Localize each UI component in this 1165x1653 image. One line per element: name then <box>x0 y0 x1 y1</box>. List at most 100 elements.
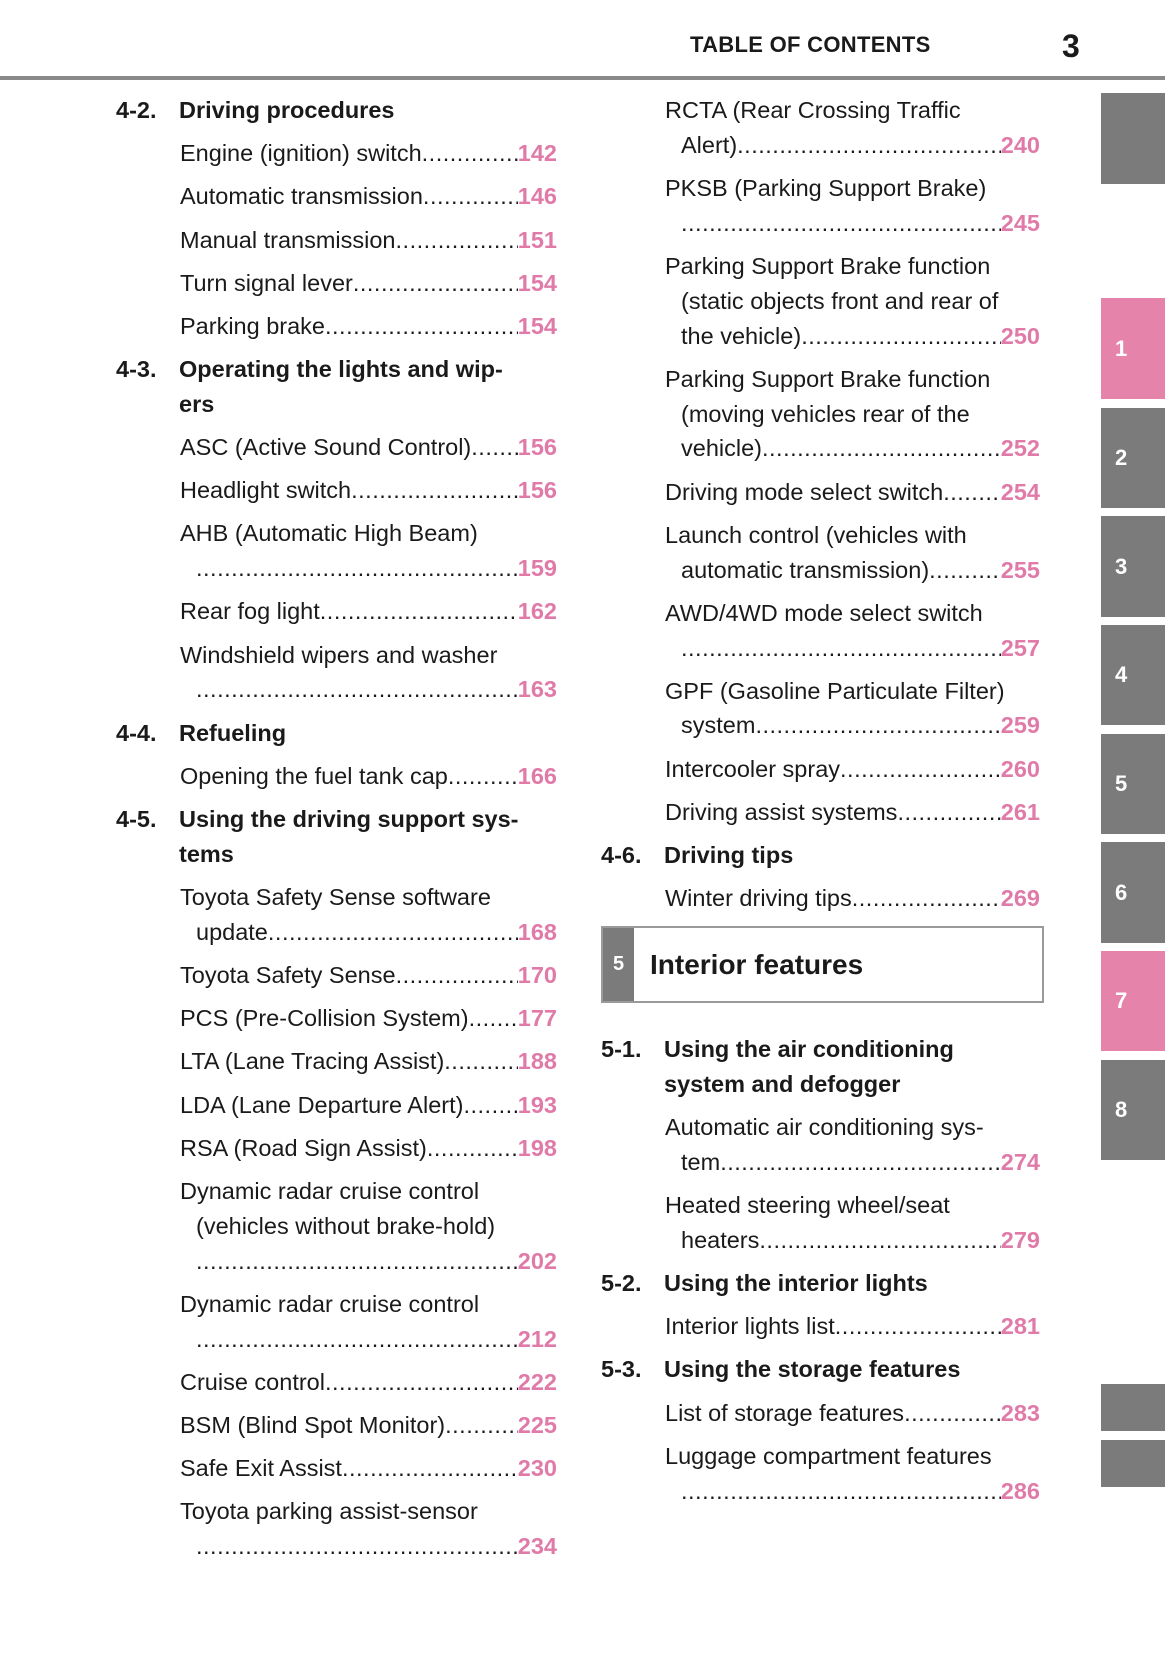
toc-entry[interactable]: Manual transmission 151 <box>180 223 557 258</box>
entry-page-link[interactable]: 252 <box>1000 435 1040 462</box>
dot-leader <box>762 431 1001 466</box>
toc-entry[interactable]: Heated steering wheel/seat heaters 279 <box>665 1188 1040 1258</box>
entry-page-link[interactable]: 146 <box>517 183 557 210</box>
chapter-tab-blank-9[interactable] <box>1101 1384 1165 1431</box>
toc-entry[interactable]: Rear fog light 162 <box>180 594 557 629</box>
chapter-tab-blank-10[interactable] <box>1101 1440 1165 1487</box>
entry-page-link[interactable]: 156 <box>517 434 557 461</box>
chapter-tab-3[interactable]: 3 <box>1101 516 1165 617</box>
entry-page-link[interactable]: 261 <box>1000 798 1040 825</box>
toc-entry[interactable]: LDA (Lane Departure Alert) 193 <box>180 1088 557 1123</box>
entry-page-link[interactable]: 254 <box>1000 478 1040 505</box>
entry-page-link[interactable]: 156 <box>517 477 557 504</box>
entry-page-link[interactable]: 168 <box>517 918 557 945</box>
toc-entry[interactable]: AWD/4WD mode select switch 257 <box>665 596 1040 666</box>
entry-page-link[interactable]: 245 <box>1000 209 1040 236</box>
section-heading[interactable]: 4-3. Operating the lights and wip-ers <box>116 352 557 422</box>
section-heading[interactable]: 4-5. Using the driving support sys-tems <box>116 802 557 872</box>
toc-entry[interactable]: ASC (Active Sound Control) 156 <box>180 430 557 465</box>
toc-entry[interactable]: Dynamic radar cruise control (vehicles wi… <box>180 1174 557 1278</box>
entry-page-link[interactable]: 259 <box>1000 712 1040 739</box>
section-heading[interactable]: 5-3. Using the storage features <box>601 1352 1040 1387</box>
toc-entry[interactable]: Toyota Safety Sense software update 168 <box>180 880 557 950</box>
chapter-header[interactable]: 5 Interior features <box>601 926 1044 1004</box>
entry-page-link[interactable]: 257 <box>1000 634 1040 661</box>
toc-entry[interactable]: Safe Exit Assist 230 <box>180 1451 557 1486</box>
toc-entry[interactable]: Opening the fuel tank cap 166 <box>180 759 557 794</box>
toc-entry[interactable]: Headlight switch 156 <box>180 473 557 508</box>
entry-page-link[interactable]: 142 <box>517 140 557 167</box>
entry-page-link[interactable]: 193 <box>517 1091 557 1118</box>
section-number: 5-1. <box>601 1036 642 1063</box>
toc-entry[interactable]: RCTA (Rear Crossing Traffic Alert) 240 <box>665 93 1040 163</box>
toc-entry[interactable]: Intercooler spray 260 <box>665 752 1040 787</box>
entry-page-link[interactable]: 202 <box>517 1247 557 1274</box>
chapter-tab-5[interactable]: 5 <box>1101 734 1165 834</box>
toc-entry[interactable]: Toyota parking assist-sensor 234 <box>180 1494 557 1564</box>
chapter-tab-1[interactable]: 1 <box>1101 298 1165 399</box>
section-heading[interactable]: 5-1. Using the air conditioning system and… <box>601 1032 1040 1102</box>
toc-entry[interactable]: Windshield wipers and washer 163 <box>180 638 557 708</box>
entry-page-link[interactable]: 177 <box>517 1005 557 1032</box>
entry-page-link[interactable]: 151 <box>517 226 557 253</box>
toc-entry[interactable]: Dynamic radar cruise control 212 <box>180 1287 557 1357</box>
entry-page-link[interactable]: 274 <box>1000 1148 1040 1175</box>
entry-page-link[interactable]: 159 <box>517 555 557 582</box>
chapter-tab-blank-0[interactable] <box>1101 93 1165 184</box>
toc-entry[interactable]: RSA (Road Sign Assist) 198 <box>180 1131 557 1166</box>
entry-page-link[interactable]: 188 <box>517 1048 557 1075</box>
toc-entry[interactable]: Interior lights list 281 <box>665 1309 1040 1344</box>
chapter-tab-4[interactable]: 4 <box>1101 625 1165 725</box>
toc-entry[interactable]: Automatic transmission 146 <box>180 179 557 214</box>
entry-page-link[interactable]: 260 <box>1000 755 1040 782</box>
entry-page-link[interactable]: 286 <box>1000 1477 1040 1504</box>
entry-page-link[interactable]: 230 <box>517 1455 557 1482</box>
toc-entry[interactable]: GPF (Gasoline Particulate Filter) system … <box>665 674 1040 744</box>
toc-entry[interactable]: Automatic air conditioning sys-tem 274 <box>665 1110 1040 1180</box>
entry-page-link[interactable]: 162 <box>517 598 557 625</box>
chapter-tab-6[interactable]: 6 <box>1101 842 1165 943</box>
toc-entry[interactable]: Launch control (vehicles with automatic t… <box>665 518 1040 588</box>
section-heading[interactable]: 5-2. Using the interior lights <box>601 1266 1040 1301</box>
entry-page-link[interactable]: 163 <box>517 676 557 703</box>
toc-entry[interactable]: Parking Support Brake function (static ob… <box>665 249 1040 353</box>
entry-page-link[interactable]: 281 <box>1000 1313 1040 1340</box>
entry-page-link[interactable]: 269 <box>1000 885 1040 912</box>
toc-entry[interactable]: Winter driving tips 269 <box>665 881 1040 916</box>
toc-entry[interactable]: Driving assist systems 261 <box>665 795 1040 830</box>
entry-page-link[interactable]: 234 <box>517 1533 557 1560</box>
entry-page-link[interactable]: 255 <box>1000 556 1040 583</box>
toc-entry[interactable]: Cruise control 222 <box>180 1365 557 1400</box>
entry-page-link[interactable]: 279 <box>1000 1226 1040 1253</box>
chapter-tab-7[interactable]: 7 <box>1101 951 1165 1051</box>
entry-page-link[interactable]: 166 <box>517 762 557 789</box>
entry-page-link[interactable]: 154 <box>517 312 557 339</box>
section-heading[interactable]: 4-4. Refueling <box>116 716 557 751</box>
toc-entry[interactable]: LTA (Lane Tracing Assist) 188 <box>180 1044 557 1079</box>
toc-entry[interactable]: PKSB (Parking Support Brake) 245 <box>665 171 1040 241</box>
entry-page-link[interactable]: 212 <box>517 1325 557 1352</box>
entry-page-link[interactable]: 283 <box>1000 1399 1040 1426</box>
entry-page-link[interactable]: 198 <box>517 1134 557 1161</box>
toc-entry[interactable]: BSM (Blind Spot Monitor) 225 <box>180 1408 557 1443</box>
toc-entry[interactable]: Turn signal lever 154 <box>180 266 557 301</box>
entry-page-link[interactable]: 240 <box>1000 131 1040 158</box>
toc-entry[interactable]: Parking brake 154 <box>180 309 557 344</box>
chapter-tab-2[interactable]: 2 <box>1101 408 1165 508</box>
section-heading[interactable]: 4-6. Driving tips <box>601 838 1040 873</box>
section-heading[interactable]: 4-2. Driving procedures <box>116 93 557 128</box>
toc-entry[interactable]: Parking Support Brake function (moving ve… <box>665 362 1040 466</box>
entry-page-link[interactable]: 170 <box>517 961 557 988</box>
toc-entry[interactable]: List of storage features 283 <box>665 1396 1040 1431</box>
toc-entry[interactable]: Toyota Safety Sense 170 <box>180 958 557 993</box>
toc-entry[interactable]: Engine (ignition) switch 142 <box>180 136 557 171</box>
toc-entry[interactable]: Luggage compartment features 286 <box>665 1439 1040 1509</box>
entry-page-link[interactable]: 154 <box>517 269 557 296</box>
toc-entry[interactable]: Driving mode select switch 254 <box>665 475 1040 510</box>
toc-entry[interactable]: AHB (Automatic High Beam) 159 <box>180 516 557 586</box>
entry-page-link[interactable]: 225 <box>517 1411 557 1438</box>
toc-entry[interactable]: PCS (Pre-Collision System) 177 <box>180 1001 557 1036</box>
chapter-tab-8[interactable]: 8 <box>1101 1060 1165 1160</box>
entry-page-link[interactable]: 222 <box>517 1368 557 1395</box>
entry-page-link[interactable]: 250 <box>1000 322 1040 349</box>
